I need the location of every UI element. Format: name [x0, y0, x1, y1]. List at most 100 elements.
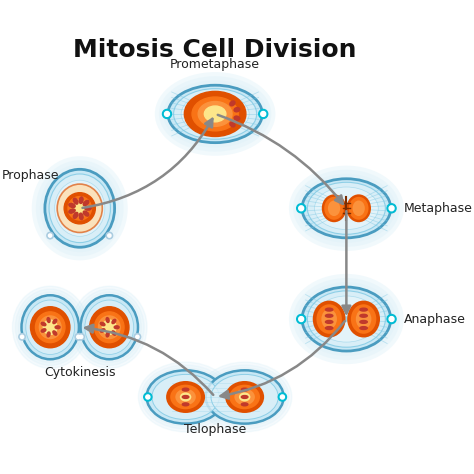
Ellipse shape — [40, 164, 119, 252]
Ellipse shape — [146, 370, 225, 424]
Ellipse shape — [326, 320, 333, 323]
Circle shape — [78, 334, 84, 340]
Ellipse shape — [100, 322, 105, 326]
Ellipse shape — [15, 289, 85, 365]
Circle shape — [387, 315, 396, 324]
Text: Telophase: Telophase — [184, 423, 246, 436]
Ellipse shape — [138, 362, 233, 432]
Circle shape — [163, 109, 172, 118]
Text: Cytokinesis: Cytokinesis — [44, 366, 116, 379]
Ellipse shape — [180, 392, 191, 401]
Ellipse shape — [229, 385, 260, 409]
Ellipse shape — [289, 274, 404, 364]
Ellipse shape — [18, 292, 82, 363]
Ellipse shape — [297, 174, 396, 243]
Ellipse shape — [168, 85, 262, 143]
Ellipse shape — [230, 101, 235, 106]
Circle shape — [387, 204, 396, 213]
Ellipse shape — [230, 122, 235, 127]
Ellipse shape — [55, 326, 60, 328]
Ellipse shape — [41, 329, 46, 332]
Ellipse shape — [106, 332, 109, 337]
Ellipse shape — [225, 381, 264, 413]
Ellipse shape — [324, 197, 344, 220]
Circle shape — [47, 232, 54, 239]
Ellipse shape — [39, 316, 61, 338]
Ellipse shape — [322, 194, 346, 222]
Ellipse shape — [159, 76, 271, 152]
Ellipse shape — [155, 72, 275, 156]
Text: Mitosis Cell Division: Mitosis Cell Division — [73, 38, 357, 62]
Ellipse shape — [346, 194, 371, 222]
Circle shape — [134, 334, 141, 340]
Ellipse shape — [90, 307, 129, 348]
Ellipse shape — [326, 314, 333, 317]
Ellipse shape — [69, 209, 75, 213]
Ellipse shape — [45, 169, 115, 247]
Ellipse shape — [83, 211, 89, 216]
Ellipse shape — [71, 200, 88, 217]
Ellipse shape — [326, 308, 333, 311]
Text: Prometaphase: Prometaphase — [170, 58, 260, 71]
Ellipse shape — [182, 388, 189, 391]
Ellipse shape — [79, 197, 83, 203]
Ellipse shape — [356, 309, 372, 329]
Ellipse shape — [55, 180, 105, 237]
Ellipse shape — [26, 300, 74, 355]
Ellipse shape — [68, 197, 91, 220]
Ellipse shape — [73, 198, 78, 204]
Ellipse shape — [141, 365, 230, 429]
Ellipse shape — [353, 201, 365, 216]
Ellipse shape — [163, 80, 267, 147]
Ellipse shape — [321, 309, 337, 329]
Circle shape — [389, 206, 394, 211]
Ellipse shape — [360, 327, 367, 329]
Ellipse shape — [170, 385, 201, 409]
Ellipse shape — [21, 295, 79, 359]
Ellipse shape — [47, 318, 50, 322]
Ellipse shape — [30, 307, 70, 348]
Ellipse shape — [81, 295, 138, 359]
Circle shape — [20, 335, 24, 338]
Ellipse shape — [302, 287, 391, 351]
Circle shape — [106, 232, 113, 239]
Ellipse shape — [239, 392, 250, 401]
Ellipse shape — [241, 403, 248, 406]
Circle shape — [261, 111, 266, 117]
Text: Prophase: Prophase — [2, 169, 59, 182]
Text: Anaphase: Anaphase — [404, 312, 465, 326]
Ellipse shape — [302, 179, 391, 238]
Ellipse shape — [234, 389, 255, 405]
Ellipse shape — [198, 362, 292, 432]
Ellipse shape — [314, 187, 378, 229]
Ellipse shape — [73, 212, 78, 219]
Ellipse shape — [64, 193, 95, 224]
Ellipse shape — [211, 374, 278, 419]
Circle shape — [297, 204, 306, 213]
Circle shape — [164, 111, 170, 117]
Ellipse shape — [102, 320, 116, 335]
Ellipse shape — [349, 197, 368, 220]
Ellipse shape — [72, 286, 147, 368]
Ellipse shape — [36, 312, 65, 343]
Ellipse shape — [100, 329, 105, 332]
Ellipse shape — [297, 282, 396, 356]
Ellipse shape — [152, 374, 219, 419]
Ellipse shape — [114, 326, 119, 328]
Ellipse shape — [74, 289, 144, 365]
Circle shape — [299, 206, 304, 211]
Ellipse shape — [53, 319, 57, 324]
Ellipse shape — [69, 203, 75, 208]
Ellipse shape — [74, 203, 85, 214]
Ellipse shape — [99, 316, 120, 338]
Ellipse shape — [293, 278, 400, 360]
Circle shape — [77, 335, 80, 338]
Ellipse shape — [79, 213, 83, 219]
Ellipse shape — [206, 370, 283, 424]
Ellipse shape — [175, 389, 196, 405]
Ellipse shape — [94, 312, 124, 343]
Ellipse shape — [144, 368, 227, 426]
Ellipse shape — [12, 286, 88, 368]
Ellipse shape — [184, 91, 246, 137]
Ellipse shape — [351, 304, 376, 334]
